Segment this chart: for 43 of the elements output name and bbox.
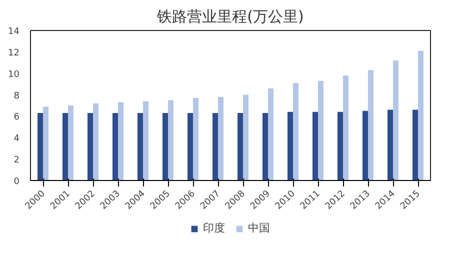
bar [218, 96, 224, 180]
bar [112, 113, 118, 180]
bar [143, 101, 148, 180]
bar [362, 110, 368, 180]
bar [312, 112, 318, 180]
legend-label: 印度 [203, 220, 225, 236]
bar [268, 88, 274, 180]
y-tick-label: 2 [14, 156, 20, 166]
bar [288, 112, 293, 180]
bar [68, 106, 74, 180]
bar [212, 113, 218, 180]
bar [418, 50, 424, 180]
y-tick-label: 8 [14, 91, 20, 102]
y-tick-label: 12 [8, 48, 20, 58]
bar [262, 113, 268, 180]
bar [293, 83, 298, 180]
bar [343, 76, 348, 180]
bar [62, 113, 68, 180]
bar [118, 102, 124, 180]
bar [38, 113, 43, 180]
legend-label: 中国 [248, 220, 270, 236]
bar [93, 103, 98, 180]
bar [188, 113, 193, 180]
bar [368, 70, 374, 180]
chart-title: 铁路营业里程(万公里) [156, 8, 304, 26]
bar [338, 112, 343, 180]
y-tick-label: 10 [8, 70, 20, 80]
bar [393, 60, 398, 180]
bar [412, 110, 418, 180]
bar [138, 113, 143, 180]
y-tick-label: 14 [8, 27, 20, 37]
y-tick-label: 0 [14, 177, 20, 187]
bar [162, 113, 168, 180]
bar [43, 106, 48, 180]
y-tick-label: 6 [14, 112, 20, 123]
bar [318, 80, 324, 180]
bar [193, 98, 198, 180]
bar [238, 113, 243, 180]
bar [388, 110, 393, 180]
y-tick-label: 4 [14, 134, 20, 144]
bar [168, 100, 174, 180]
bar [243, 94, 248, 180]
bar [88, 113, 93, 180]
